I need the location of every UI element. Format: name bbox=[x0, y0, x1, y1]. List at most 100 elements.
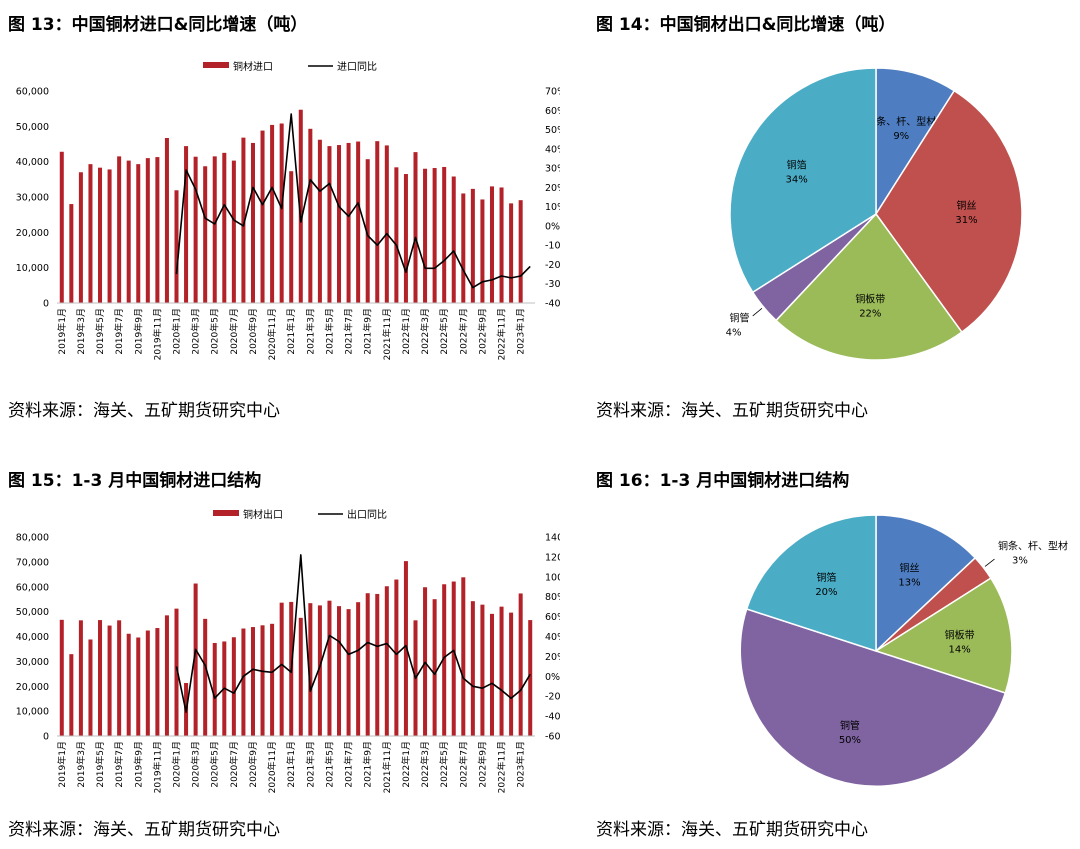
y-right-tick-label: 120% bbox=[545, 552, 560, 563]
legend-bar-label: 铜材出口 bbox=[243, 508, 283, 521]
x-tick-label: 2022年9月 bbox=[476, 741, 488, 788]
bar bbox=[212, 156, 217, 303]
pie-slice-label: 铜板带 bbox=[945, 628, 975, 641]
bar bbox=[298, 617, 303, 736]
bar bbox=[337, 145, 342, 303]
pie-slice bbox=[875, 67, 956, 217]
x-tick-label: 2022年1月 bbox=[400, 741, 412, 788]
bar bbox=[193, 583, 198, 736]
x-tick-label: 2020年9月 bbox=[247, 308, 259, 355]
bar bbox=[155, 157, 160, 303]
bar bbox=[394, 579, 399, 736]
bar bbox=[88, 639, 93, 736]
x-tick-label: 2022年7月 bbox=[457, 741, 469, 788]
bar bbox=[203, 166, 208, 303]
y-left-tick-label: 80,000 bbox=[16, 533, 49, 544]
pie-slice bbox=[874, 577, 1013, 694]
pie-slice-percent: 34% bbox=[786, 174, 808, 185]
y-left-tick-label: 40,000 bbox=[16, 632, 49, 643]
x-tick-label: 2021年11月 bbox=[381, 308, 393, 360]
bar bbox=[145, 630, 150, 736]
x-tick-label: 2022年11月 bbox=[496, 741, 508, 793]
pie-slice-label: 铜丝 bbox=[956, 200, 976, 212]
y-right-tick-label: -40% bbox=[545, 299, 560, 310]
x-tick-label: 2020年5月 bbox=[209, 741, 221, 788]
x-tick-label: 2020年7月 bbox=[228, 741, 240, 788]
bar bbox=[327, 600, 332, 736]
bar bbox=[442, 166, 447, 303]
bar bbox=[212, 642, 217, 736]
x-tick-label: 2020年7月 bbox=[228, 308, 240, 355]
x-tick-label: 2023年1月 bbox=[515, 741, 527, 788]
figure-13-title: 图 13：中国铜材进口&同比增速（吨） bbox=[8, 15, 308, 35]
pie-slice-percent: 50% bbox=[839, 735, 861, 746]
x-tick-label: 2021年11月 bbox=[381, 741, 393, 793]
y-right-tick-label: 0% bbox=[545, 672, 560, 683]
bar bbox=[78, 172, 83, 303]
y-right-tick-label: 40% bbox=[545, 144, 560, 155]
bar bbox=[78, 620, 83, 736]
figure-14-title: 图 14：中国铜材出口&同比增速（吨） bbox=[596, 15, 896, 35]
bar bbox=[461, 193, 466, 303]
figure-14-chart: 铜条、杆、型材 9% 铜丝 31% 铜板带 22% 铜管 4% 铜箔 34% bbox=[726, 67, 1023, 361]
legend-line-label: 进口同比 bbox=[337, 61, 377, 73]
pie-slice-label: 铜板带 bbox=[855, 292, 885, 305]
bar bbox=[155, 628, 160, 736]
y-left-tick-label: 60,000 bbox=[16, 582, 49, 593]
bar bbox=[164, 137, 169, 303]
y-left-tick-label: 0 bbox=[43, 732, 49, 743]
figure-16-source: 资料来源：海关、五矿期货研究中心 bbox=[596, 820, 868, 840]
pie-slice-percent: 4% bbox=[726, 328, 742, 339]
y-right-tick-label: 50% bbox=[545, 125, 560, 136]
bar bbox=[260, 130, 265, 303]
bar bbox=[308, 603, 313, 736]
bar bbox=[346, 142, 351, 303]
bar bbox=[403, 561, 408, 736]
y-right-tick-label: 30% bbox=[545, 164, 560, 175]
series-line bbox=[175, 113, 531, 289]
bar bbox=[489, 186, 494, 303]
bar bbox=[470, 188, 475, 303]
x-tick-label: 2019年5月 bbox=[94, 308, 106, 355]
y-right-tick-label: -60% bbox=[545, 732, 560, 743]
bar bbox=[499, 606, 504, 736]
x-tick-label: 2021年3月 bbox=[304, 741, 316, 788]
bar bbox=[480, 604, 485, 736]
pie-slice-label: 铜管 bbox=[729, 312, 749, 325]
legend-bar-swatch bbox=[213, 510, 239, 516]
pie-slice-percent: 13% bbox=[898, 578, 920, 589]
pie-leader-line bbox=[752, 308, 763, 317]
y-right-tick-label: 40% bbox=[545, 632, 560, 643]
y-left-tick-label: 20,000 bbox=[16, 682, 49, 693]
x-tick-label: 2022年3月 bbox=[419, 308, 431, 355]
figure-13-chart: 铜材进口 进口同比 60,000 50,000 40,000 30,000 20,000 10… bbox=[16, 60, 560, 360]
x-tick-label: 2021年5月 bbox=[323, 741, 335, 788]
y-left-tick-label: 20,000 bbox=[16, 228, 49, 239]
figure-13-source: 资料来源：海关、五矿期货研究中心 bbox=[8, 401, 280, 421]
y-right-tick-label: 20% bbox=[545, 652, 560, 663]
x-tick-label: 2021年5月 bbox=[323, 308, 335, 355]
bar bbox=[59, 151, 64, 303]
bar bbox=[337, 606, 342, 736]
bar bbox=[250, 627, 255, 736]
x-tick-label: 2020年1月 bbox=[171, 308, 183, 355]
pie-slice bbox=[745, 514, 877, 653]
bar bbox=[356, 141, 361, 303]
pie-leader-line bbox=[984, 558, 995, 567]
x-tick-label: 2022年3月 bbox=[419, 741, 431, 788]
y-right-tick-label: 70% bbox=[545, 87, 560, 98]
x-tick-label: 2021年1月 bbox=[285, 308, 297, 355]
bar bbox=[528, 620, 533, 736]
x-tick-label: 2020年9月 bbox=[247, 741, 259, 788]
x-tick-label: 2021年7月 bbox=[343, 741, 355, 788]
y-left-tick-label: 50,000 bbox=[16, 607, 49, 618]
x-tick-label: 2021年9月 bbox=[362, 308, 374, 355]
bar bbox=[136, 637, 141, 736]
pie-slice-percent: 20% bbox=[815, 587, 837, 598]
bar bbox=[480, 199, 485, 303]
bar bbox=[279, 123, 284, 303]
bar bbox=[518, 200, 523, 303]
x-tick-label: 2021年9月 bbox=[362, 741, 374, 788]
x-tick-label: 2019年7月 bbox=[113, 308, 125, 355]
legend-line-label: 出口同比 bbox=[347, 508, 387, 521]
